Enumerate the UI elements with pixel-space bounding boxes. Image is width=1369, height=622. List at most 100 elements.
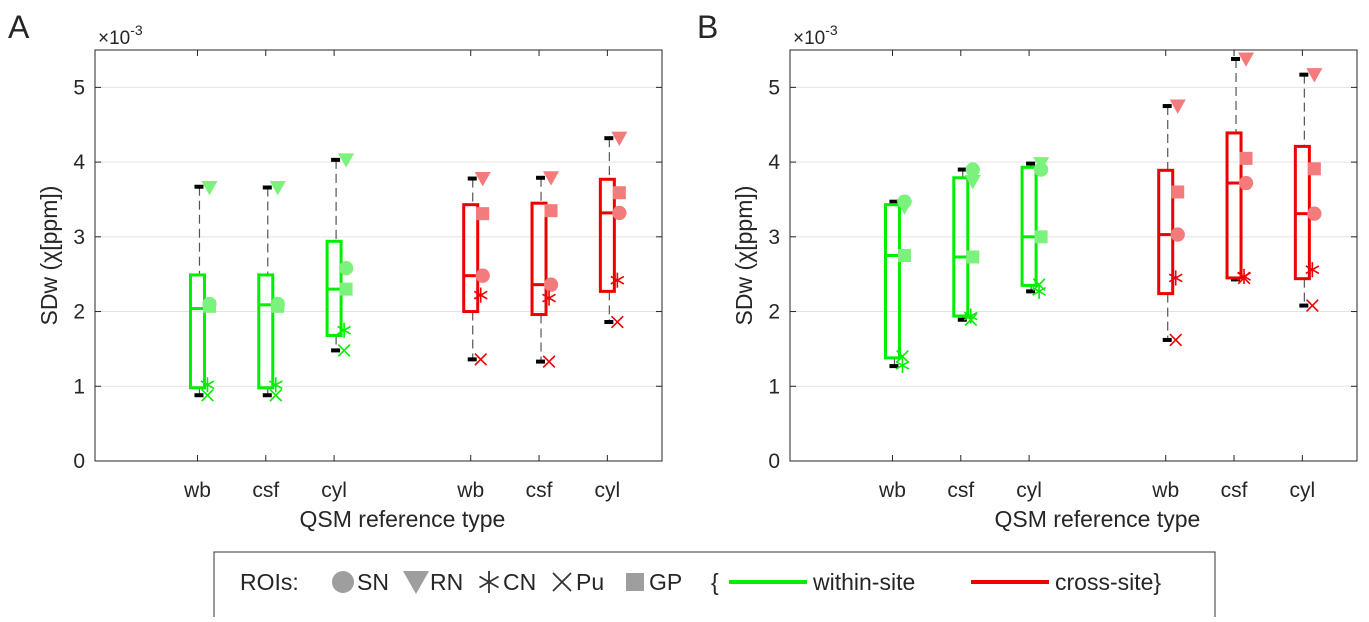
roi-marker-pu <box>201 388 214 402</box>
y-tick-label: 2 <box>768 301 780 324</box>
box-within-wb: wb <box>183 50 218 502</box>
roi-marker-pu-b <box>1305 299 1319 312</box>
roi-marker-rn <box>964 175 981 190</box>
roi-marker-pu <box>474 352 488 366</box>
roi-marker-gp <box>339 282 353 296</box>
roi-marker-pu-b <box>964 313 978 327</box>
roi-marker-cn <box>963 308 978 324</box>
x-tick-label: wb <box>456 479 484 502</box>
box-iqr <box>952 176 970 318</box>
y-tick-label: 1 <box>73 375 85 398</box>
y-exponent-base: ×10 <box>793 28 825 49</box>
roi-marker-cn <box>268 377 283 393</box>
roi-marker-sn <box>1238 175 1254 191</box>
box-iqr <box>188 273 206 390</box>
legend-label-rn: RN <box>430 569 463 595</box>
roi-marker-sn <box>1307 206 1322 221</box>
x-tick-label: csf <box>252 479 279 502</box>
box-cross-csf: csf <box>1221 50 1255 502</box>
box-iqr <box>1225 131 1243 280</box>
box-iqr <box>883 203 901 360</box>
roi-marker-rn <box>1169 99 1186 114</box>
panel-label: A <box>8 9 30 45</box>
roi-marker-cn <box>1168 270 1183 286</box>
roi-marker-gp <box>476 207 490 221</box>
roi-marker-pu <box>964 313 978 327</box>
legend-symbol-triangle <box>403 571 429 594</box>
legend-symbol-circle <box>332 571 354 593</box>
y-tick-label: 4 <box>768 151 780 174</box>
roi-marker-rn <box>1033 157 1050 172</box>
legend-item-gp: GP <box>626 569 682 595</box>
roi-marker-rn <box>896 200 913 215</box>
legend-symbol-asterisk <box>479 571 499 593</box>
roi-marker-pu <box>542 355 556 369</box>
roi-marker-cn <box>1305 262 1320 278</box>
y-exponent-power: -3 <box>825 22 838 38</box>
x-tick-label: csf <box>1221 479 1248 502</box>
roi-marker-rn <box>338 153 355 168</box>
plot-frame <box>789 49 1358 462</box>
roi-marker-cn-s2 <box>337 325 352 335</box>
x-axis-label: QSM reference type <box>300 506 506 532</box>
roi-marker-sn <box>543 277 559 292</box>
roi-marker-pu <box>269 388 283 402</box>
box-iqr <box>598 177 616 293</box>
y-tick-label: 0 <box>73 450 85 473</box>
x-tick-label: csf <box>526 479 553 502</box>
roi-marker-pu <box>1032 278 1046 292</box>
box-cross-csf: csf <box>526 50 560 502</box>
legend-item-rn: RN <box>403 569 463 595</box>
roi-marker-pu <box>610 315 624 329</box>
y-exponent-base: ×10 <box>98 28 130 49</box>
y-tick-label: 1 <box>768 375 780 398</box>
box-cross-cyl: cyl <box>1290 50 1323 502</box>
box-within-cyl: cyl <box>321 50 355 502</box>
roi-marker-pu-b <box>896 349 909 363</box>
x-tick-label: wb <box>878 479 906 502</box>
panel-a: 0 1 2 3 4 5 ×10-3 A SDw (χ[ppm]) QSM reference ty… <box>8 9 663 532</box>
roi-marker-pu-b <box>337 343 351 357</box>
roi-marker-rn <box>1237 52 1255 67</box>
roi-marker-cn-s2 <box>542 293 556 303</box>
roi-marker-cn <box>337 322 352 338</box>
roi-marker-gp <box>612 186 626 200</box>
roi-marker-sn <box>338 261 354 276</box>
legend-cross-stroke <box>552 572 572 592</box>
x-tick-label: wb <box>183 479 211 502</box>
legend-label-sn: SN <box>357 569 389 595</box>
roi-marker-pu <box>896 349 909 363</box>
legend-cross-label: cross-site} <box>1055 569 1161 595</box>
legend-item-pu: Pu <box>552 569 604 595</box>
box-within-csf: csf <box>252 50 286 502</box>
roi-marker-rn <box>201 180 218 196</box>
roi-marker-gp <box>202 299 216 313</box>
roi-marker-cn-s2 <box>200 380 215 390</box>
roi-marker-cn <box>610 272 625 288</box>
roi-marker-pu <box>1237 271 1251 285</box>
roi-marker-pu-b <box>542 355 556 369</box>
roi-marker-pu-b <box>1032 278 1046 292</box>
plot-frame <box>94 49 663 462</box>
legend-prefix: ROIs: <box>240 569 299 595</box>
panel-label: B <box>697 9 718 45</box>
roi-marker-sn <box>965 162 980 177</box>
legend-asterisk-stroke <box>479 575 499 589</box>
box-iqr <box>462 203 480 314</box>
roi-marker-pu-b <box>201 388 214 402</box>
box-iqr <box>530 201 548 317</box>
roi-marker-gp <box>966 250 980 264</box>
roi-marker-pu-b <box>474 352 488 366</box>
legend-symbol-cross <box>552 572 572 592</box>
roi-marker-gp <box>544 204 558 218</box>
roi-marker-gp <box>1034 230 1048 244</box>
box-within-csf: csf <box>947 50 981 502</box>
x-tick-label: wb <box>1151 479 1179 502</box>
roi-marker-cn <box>473 287 488 303</box>
legend-symbol-square <box>626 573 644 591</box>
roi-marker-cn-s2 <box>963 311 978 321</box>
y-tick-label: 2 <box>73 301 85 324</box>
roi-marker-rn <box>542 171 560 186</box>
box-cross-wb: wb <box>456 50 491 502</box>
y-exponent-power: -3 <box>130 22 143 38</box>
